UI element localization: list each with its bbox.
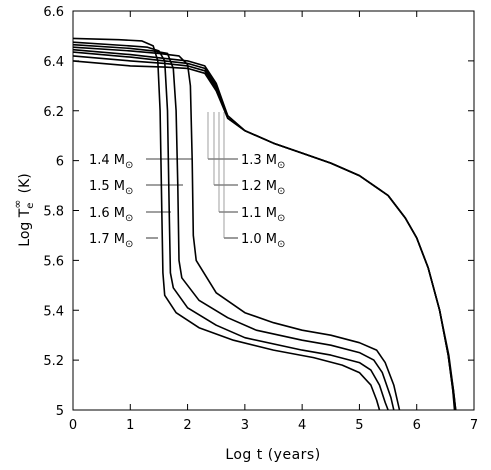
mass-label-1-7: 1.7 M⊙ [89, 232, 158, 250]
x-axis-label: Log t (years) [225, 447, 320, 463]
sun-symbol: ⊙ [125, 186, 133, 197]
x-tick-label: 0 [69, 418, 77, 433]
mass-label-text: 1.4 M⊙ [89, 153, 133, 171]
y-tick-label: 6.4 [43, 55, 64, 70]
y-tick-label: 6.2 [43, 105, 64, 120]
mass-label-text: 1.0 M⊙ [241, 232, 285, 250]
mass-label-text: 1.2 M⊙ [241, 179, 285, 197]
mass-label-text: 1.5 M⊙ [89, 179, 133, 197]
y-tick-label: 5 [56, 404, 64, 419]
series-line-1-7 [72, 37, 381, 411]
series-line-1-3 [72, 48, 457, 411]
mass-label-1-1: 1.1 M⊙ [218, 112, 285, 224]
mass-label-1-0: 1.0 M⊙ [223, 112, 285, 250]
y-tick-label: 5.2 [43, 354, 64, 369]
series-line-1-4 [72, 46, 401, 411]
y-axis: 5 5.2 5.4 5.6 5.8 6 6.2 6.4 6.6 [43, 5, 474, 419]
x-axis: 0 1 2 3 4 5 6 7 [69, 11, 478, 433]
x-tick-label: 4 [298, 418, 306, 433]
sun-symbol: ⊙ [125, 160, 133, 171]
sun-symbol: ⊙ [277, 160, 285, 171]
mass-label-text: 1.3 M⊙ [241, 153, 285, 171]
sun-symbol: ⊙ [125, 213, 133, 224]
mass-label-1-6: 1.6 M⊙ [89, 206, 171, 224]
mass-label-1-2: 1.2 M⊙ [213, 112, 285, 197]
series-line-1-6 [72, 41, 389, 411]
y-axis-label: Log Te∞ (K) [11, 173, 36, 246]
y-tick-label: 6.6 [43, 5, 64, 20]
series-line-1-5 [72, 43, 395, 411]
sun-symbol: ⊙ [277, 186, 285, 197]
mass-label-1-3: 1.3 M⊙ [207, 112, 285, 171]
sun-symbol: ⊙ [277, 239, 285, 250]
series-group [72, 37, 457, 411]
sun-symbol: ⊙ [125, 239, 133, 250]
x-tick-label: 7 [470, 418, 478, 433]
y-axis-label-main: Log T [17, 208, 33, 246]
x-tick-label: 5 [355, 418, 363, 433]
x-tick-label: 1 [126, 418, 134, 433]
mass-labels: 1.4 M⊙ 1.5 M⊙ 1.6 M⊙ 1.7 M⊙ 1.3 M⊙ 1.2 M⊙ 1.1 … [89, 112, 285, 250]
x-tick-label: 6 [413, 418, 421, 433]
y-tick-label: 5.6 [43, 254, 64, 269]
y-axis-label-unit: (K) [17, 173, 33, 193]
y-tick-label: 5.8 [43, 205, 64, 220]
x-tick-label: 2 [183, 418, 191, 433]
y-tick-label: 6 [56, 155, 64, 170]
mass-label-1-4: 1.4 M⊙ [89, 153, 192, 171]
x-tick-label: 3 [241, 418, 249, 433]
mass-label-text: 1.1 M⊙ [241, 206, 285, 224]
y-tick-label: 5.4 [43, 304, 64, 319]
y-axis-label-sub: e [25, 203, 36, 209]
sun-symbol: ⊙ [277, 213, 285, 224]
mass-label-text: 1.7 M⊙ [89, 232, 133, 250]
mass-label-1-5: 1.5 M⊙ [89, 179, 183, 197]
mass-label-text: 1.6 M⊙ [89, 206, 133, 224]
y-axis-label-sup: ∞ [11, 199, 24, 208]
